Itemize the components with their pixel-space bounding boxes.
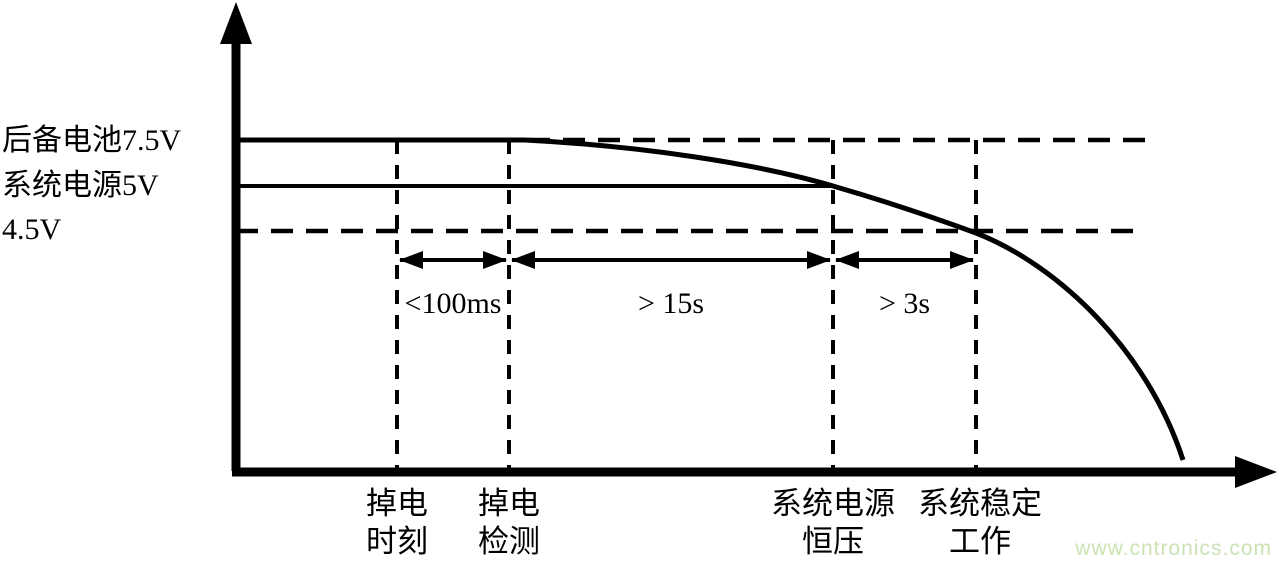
event-label-constant-voltage: 系统电源 恒压 <box>753 485 913 561</box>
interval-arrow-100ms <box>399 251 507 269</box>
level-label-system-power: 系统电源5V <box>2 169 159 202</box>
event-label-line2: 检测 <box>478 524 540 559</box>
watermark-text: www.cntronics.com <box>1075 537 1272 560</box>
arrow-right-icon <box>483 251 507 269</box>
event-label-line2: 时刻 <box>366 524 428 559</box>
event-label-line2: 工作 <box>949 524 1011 559</box>
level-label-backup-battery: 后备电池7.5V <box>2 124 182 157</box>
arrow-left-icon <box>399 251 423 269</box>
event-label-power-fail-detect: 掉电 检测 <box>439 485 579 561</box>
voltage-curve <box>236 137 1186 461</box>
interval-arrow-3s <box>835 251 974 269</box>
interval-label-3s: > 3s <box>878 287 931 320</box>
level-label-4v5: 4.5V <box>2 213 62 246</box>
interval-arrow-15s <box>511 251 831 269</box>
y-axis-arrowhead-icon <box>220 2 252 44</box>
event-label-line2: 恒压 <box>802 524 864 559</box>
event-label-stable-operation: 系统稳定 工作 <box>900 485 1060 561</box>
arrow-left-icon <box>835 251 859 269</box>
event-label-power-fail-moment: 掉电 时刻 <box>327 485 467 561</box>
event-label-line1: 掉电 <box>478 486 540 521</box>
x-axis-arrowhead-icon <box>1235 456 1277 488</box>
arrow-left-icon <box>511 251 535 269</box>
event-label-line1: 掉电 <box>366 486 428 521</box>
interval-label-100ms: <100ms <box>404 287 502 320</box>
event-label-line1: 系统稳定 <box>918 486 1042 521</box>
arrow-right-icon <box>807 251 831 269</box>
interval-label-15s: > 15s <box>637 287 705 320</box>
arrow-right-icon <box>950 251 974 269</box>
event-label-line1: 系统电源 <box>771 486 895 521</box>
